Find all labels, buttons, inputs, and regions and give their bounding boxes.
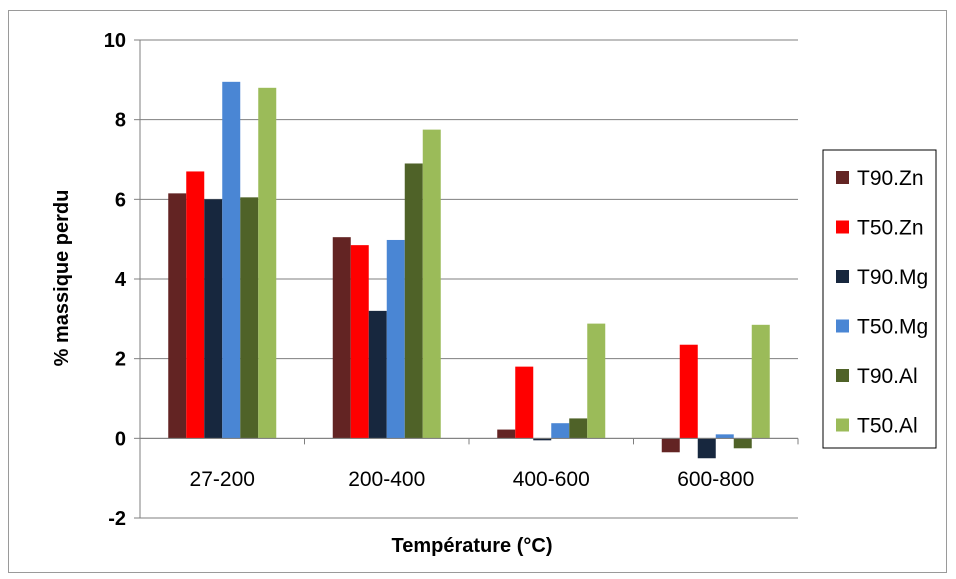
y-tick-label: -2	[108, 508, 126, 530]
legend-swatch	[836, 369, 849, 382]
bar	[587, 323, 606, 439]
bar	[168, 193, 187, 439]
bar	[222, 81, 241, 439]
bar	[733, 438, 752, 449]
bar	[350, 245, 369, 439]
bar	[258, 87, 277, 439]
legend-box	[822, 149, 937, 449]
bar	[661, 438, 680, 453]
legend-label: T50.Mg	[857, 316, 928, 339]
bars	[168, 81, 770, 459]
bar	[551, 423, 570, 439]
legend-swatch	[836, 418, 849, 432]
x-tick-label: 600-800	[677, 468, 754, 491]
legend-swatch	[836, 270, 849, 283]
bar	[515, 366, 534, 439]
legend-swatch	[836, 319, 849, 333]
bar	[332, 237, 351, 439]
legend-label: T90.Al	[857, 365, 918, 388]
bar	[497, 429, 516, 439]
legend-label: T50.Al	[857, 415, 918, 438]
legend-swatch	[836, 171, 849, 184]
y-tick-label: 4	[115, 269, 127, 291]
bar	[368, 310, 387, 439]
x-tick-label: 400-600	[513, 468, 590, 491]
y-axis-title: % massique perdu	[51, 190, 73, 367]
bar	[386, 239, 405, 439]
y-tick-label: 2	[115, 349, 126, 371]
bar	[679, 344, 698, 439]
bar	[204, 199, 223, 439]
legend-label: T90.Mg	[857, 266, 928, 289]
bar	[715, 434, 734, 439]
legend-label: T90.Zn	[857, 167, 924, 190]
x-tick-label: 200-400	[348, 468, 425, 491]
bar	[697, 438, 716, 459]
chart-frame	[8, 10, 947, 573]
y-axis: -2 0 2 4 6 8 10	[104, 30, 141, 530]
y-tick-label: 6	[115, 189, 126, 211]
bar	[404, 163, 423, 439]
bar	[186, 171, 205, 439]
legend-label: T50.Zn	[857, 217, 924, 240]
bar	[240, 197, 259, 439]
bar	[422, 129, 441, 439]
y-tick-label: 8	[115, 110, 126, 132]
x-axis-title: Température (°C)	[392, 535, 553, 557]
bar	[533, 438, 552, 441]
legend: T90.Zn T50.Zn T90.Mg T50.Mg T90.Al T50.Al	[822, 149, 937, 449]
y-tick-label: 10	[104, 30, 126, 52]
x-axis: 27-200 200-400 400-600 600-800	[139, 437, 799, 491]
legend-swatch	[836, 220, 849, 234]
bar	[751, 324, 770, 439]
y-tick-label: 0	[115, 428, 126, 450]
bar	[569, 418, 588, 439]
x-tick-label: 27-200	[190, 468, 255, 491]
